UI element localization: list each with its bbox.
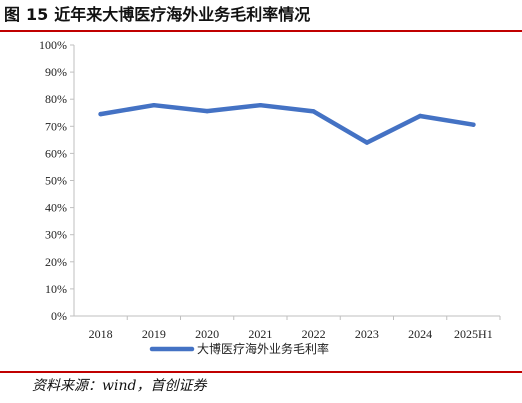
- figure-number: 15: [26, 5, 49, 24]
- x-tick-label: 2023: [355, 327, 379, 341]
- data-point: [151, 102, 157, 108]
- y-tick-label: 90%: [45, 65, 67, 79]
- source-note: 资料来源：wind，首创证券: [32, 378, 207, 394]
- x-tick-label: 2025H1: [454, 327, 493, 341]
- y-tick-label: 50%: [45, 174, 67, 188]
- y-tick-label: 20%: [45, 255, 67, 269]
- x-tick-label: 2019: [142, 327, 166, 341]
- x-tick-label: 2024: [408, 327, 432, 341]
- figure-label: 图: [4, 5, 21, 24]
- legend-label: 大博医疗海外业务毛利率: [197, 341, 329, 356]
- data-point: [98, 111, 103, 117]
- y-tick-label: 80%: [45, 92, 67, 106]
- top-rule: [0, 30, 522, 32]
- x-tick-label: 2021: [248, 327, 272, 341]
- data-point: [417, 113, 423, 119]
- data-point: [311, 109, 316, 114]
- figure-title: 图 15 近年来大博医疗海外业务毛利率情况: [4, 2, 310, 28]
- x-tick-label: 2018: [89, 327, 113, 341]
- y-tick-label: 60%: [45, 146, 67, 160]
- bottom-rule: [0, 371, 522, 373]
- x-tick-label: 2020: [195, 327, 219, 341]
- data-point: [364, 140, 370, 145]
- figure-title-text: 近年来大博医疗海外业务毛利率情况: [54, 5, 311, 24]
- series-line: [98, 102, 476, 145]
- data-point: [204, 108, 210, 114]
- x-tick-label: 2022: [302, 327, 326, 341]
- data-point: [258, 102, 263, 108]
- y-tick-label: 10%: [45, 282, 67, 296]
- y-tick-label: 100%: [39, 38, 67, 52]
- y-tick-label: 70%: [45, 119, 67, 133]
- y-tick-label: 0%: [51, 309, 67, 323]
- data-point: [471, 122, 476, 127]
- y-tick-label: 40%: [45, 201, 67, 215]
- y-tick-label: 30%: [45, 228, 67, 242]
